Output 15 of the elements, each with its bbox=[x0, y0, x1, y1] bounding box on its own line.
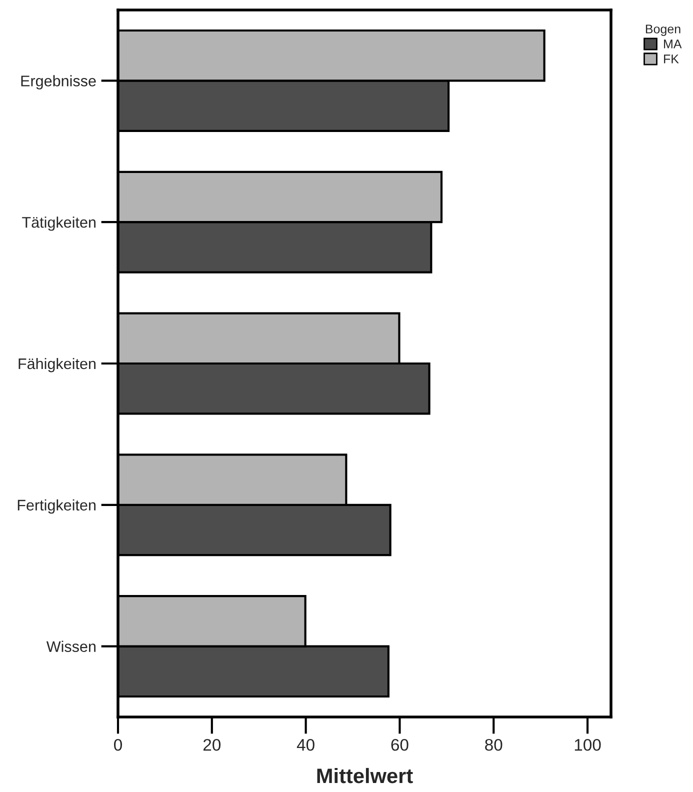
x-tick-label: 60 bbox=[391, 738, 408, 751]
x-tick-label: 0 bbox=[114, 738, 122, 751]
legend-title: Bogen bbox=[646, 24, 680, 36]
y-tick-label: Wissen bbox=[46, 640, 96, 652]
legend-label: MA bbox=[664, 40, 682, 48]
x-tick-label: 20 bbox=[203, 738, 221, 751]
y-tick-label: Tätigkeiten bbox=[22, 216, 96, 231]
x-axis-title: Mittelwert bbox=[317, 768, 413, 784]
x-tick-label: 40 bbox=[296, 738, 314, 751]
x-tick-label: 100 bbox=[574, 738, 601, 751]
legend-label: FK bbox=[664, 54, 679, 64]
x-tick-label: 80 bbox=[485, 738, 502, 751]
y-tick-label: Ergebnisse bbox=[21, 75, 96, 90]
y-tick-label: Fähigkeiten bbox=[18, 358, 96, 372]
y-tick-label: Fertigkeiten bbox=[18, 499, 96, 514]
